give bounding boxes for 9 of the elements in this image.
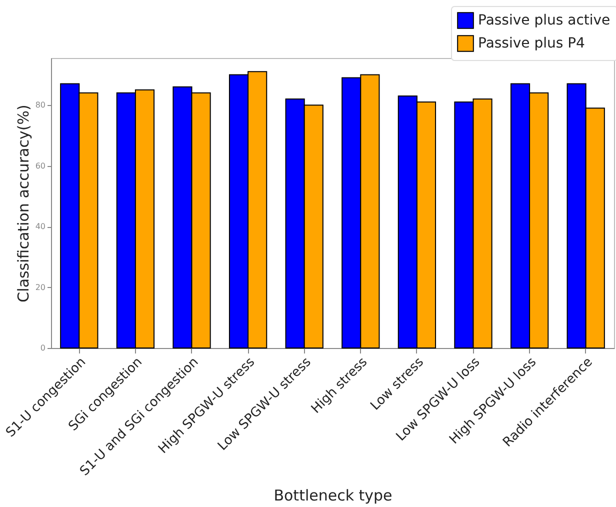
legend-label: Passive plus active: [478, 12, 610, 28]
legend-label: Passive plus P4: [478, 36, 586, 52]
y-tick-label: 40: [35, 222, 46, 232]
y-tick-label: 80: [35, 100, 46, 110]
y-tick-label: 60: [35, 161, 46, 170]
y-axis-title: Classification accuracy(%): [14, 104, 32, 302]
y-tick-label: 0: [40, 344, 46, 352]
y-tick-label: 20: [35, 282, 46, 292]
x-axis-title: Bottleneck type: [274, 486, 392, 504]
